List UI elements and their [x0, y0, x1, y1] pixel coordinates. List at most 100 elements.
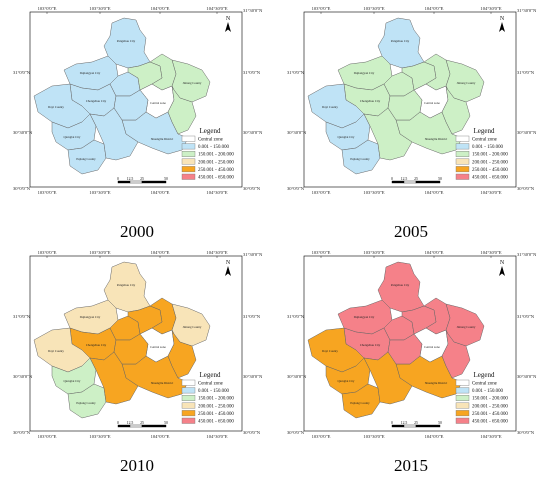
legend-swatch [181, 394, 196, 401]
legend-swatch [181, 158, 196, 165]
district-label-chongzhou: Chongzhou City [86, 99, 107, 103]
coordinate-ticks: 103°0'0"E 103°30'0"E 104°0'0"E 104°30'0"E 10… [287, 250, 537, 439]
district-xinjin [363, 351, 413, 405]
legend-swatch [455, 158, 470, 165]
legend-label: Central zone [472, 138, 497, 143]
bottom-tick-label: 103°30'0"E [89, 434, 110, 439]
top-tick-label: 103°30'0"E [363, 6, 384, 11]
legend-label: 200.001 - 250.000 [472, 404, 508, 409]
legend: Legend Central zone 0.001 - 150.000 150.001… [181, 371, 234, 425]
bottom-tick-label: 104°30'0"E [480, 434, 501, 439]
legend-label: 0.001 - 150.000 [198, 389, 230, 394]
district-label-dayi: Dayi County [48, 349, 64, 353]
district-label-jintang: Jintang County [457, 325, 476, 329]
north-arrow-icon: N [499, 16, 505, 32]
legend-label: 0.001 - 150.000 [472, 389, 504, 394]
map-svg: 103°0'0"E 103°30'0"E 104°0'0"E 104°30'0"E 10… [287, 6, 537, 195]
bottom-tick-label: 103°30'0"E [89, 190, 110, 195]
legend-title: Legend [474, 371, 495, 379]
north-label: N [500, 16, 505, 22]
scale-label: 50 [164, 177, 168, 181]
legend-swatch [181, 387, 196, 394]
legend-swatch [455, 387, 470, 394]
left-tick-label: 31°0'0"N [13, 314, 31, 319]
district-longquanyi [441, 329, 471, 379]
bottom-tick-label: 103°0'0"E [312, 190, 331, 195]
left-tick-label: 30°30'0"N [287, 374, 307, 379]
district-label-central: Central zone [424, 345, 440, 349]
district-label-shuangliu: Shuangliu District [425, 137, 448, 141]
right-tick-label: 31°30'0"N [243, 8, 263, 13]
district-labels: Pengzhou City Dujiangyan City Chongzhou Ci… [48, 283, 202, 405]
scale-bar: 0 12.5 25 50 [391, 177, 442, 184]
legend-label: Central zone [198, 382, 223, 387]
district-label-dujiangyan: Dujiangyan City [80, 71, 101, 75]
bottom-tick-label: 104°30'0"E [480, 190, 501, 195]
district-label-jintang: Jintang County [183, 325, 202, 329]
left-tick-label: 30°30'0"N [13, 130, 33, 135]
legend-swatch [455, 394, 470, 401]
bottom-tick-label: 104°0'0"E [151, 190, 170, 195]
top-tick-label: 104°30'0"E [480, 6, 501, 11]
district-label-jintang: Jintang County [183, 81, 202, 85]
district-longquanyi [167, 329, 197, 379]
left-tick-label: 30°0'0"N [287, 430, 305, 435]
legend-label: 250.001 - 450.000 [472, 412, 508, 417]
legend-swatch [181, 135, 196, 142]
bottom-tick-label: 104°30'0"E [206, 434, 227, 439]
legend-label: 200.001 - 250.000 [198, 404, 234, 409]
legend-swatch [455, 379, 470, 386]
legend-label: 250.001 - 450.000 [472, 168, 508, 173]
left-tick-label: 31°0'0"N [287, 314, 305, 319]
legend-swatch [455, 173, 470, 180]
legend-label: Central zone [198, 138, 223, 143]
scale-label: 12.5 [127, 177, 134, 181]
bottom-tick-label: 103°0'0"E [312, 434, 331, 439]
district-label-central: Central zone [150, 345, 166, 349]
map-svg: 103°0'0"E 103°30'0"E 104°0'0"E 104°30'0"E 10… [287, 250, 537, 439]
top-tick-label: 103°0'0"E [38, 6, 57, 11]
legend-swatch [181, 402, 196, 409]
scale-bar: 0 12.5 25 50 [391, 421, 442, 428]
year-label: 2010 [120, 456, 154, 475]
district-label-pengzhou: Pengzhou City [117, 283, 136, 287]
coordinate-ticks: 103°0'0"E 103°30'0"E 104°0'0"E 104°30'0"E 10… [13, 250, 263, 439]
legend-swatch [181, 150, 196, 157]
district-labels: Pengzhou City Dujiangyan City Chongzhou Ci… [322, 39, 476, 161]
district-label-dayi: Dayi County [322, 105, 338, 109]
district-label-pujiang: Pujiang County [350, 157, 370, 161]
district-label-chongzhou: Chongzhou City [360, 99, 381, 103]
legend-title: Legend [200, 127, 221, 135]
scale-label: 25 [414, 421, 418, 425]
top-tick-label: 104°0'0"E [425, 6, 444, 11]
legend-title: Legend [474, 127, 495, 135]
district-label-jintang: Jintang County [457, 81, 476, 85]
legend: Legend Central zone 0.001 - 150.000 150.001… [455, 371, 508, 425]
left-tick-label: 31°0'0"N [287, 70, 305, 75]
scale-label: 50 [164, 421, 168, 425]
legend-title: Legend [200, 371, 221, 379]
legend-swatch [181, 410, 196, 417]
district-label-shuangliu: Shuangliu District [151, 137, 174, 141]
district-layer [307, 17, 485, 175]
scale-label: 25 [140, 421, 144, 425]
legend: Legend Central zone 0.001 - 150.000 150.001… [181, 127, 234, 181]
bottom-tick-label: 104°0'0"E [425, 190, 444, 195]
right-tick-label: 30°0'0"N [517, 186, 535, 191]
district-label-qionglai: Qionglai City [338, 135, 355, 139]
scale-bar: 0 12.5 25 50 [117, 421, 168, 428]
district-label-dujiangyan: Dujiangyan City [354, 315, 375, 319]
district-label-pengzhou: Pengzhou City [391, 39, 410, 43]
district-labels: Pengzhou City Dujiangyan City Chongzhou Ci… [48, 39, 202, 161]
top-tick-label: 104°0'0"E [151, 250, 170, 255]
north-arrow-icon: N [499, 260, 505, 276]
top-tick-label: 104°30'0"E [206, 6, 227, 11]
bottom-tick-label: 104°0'0"E [425, 434, 444, 439]
district-longquanyi [441, 85, 471, 135]
legend-label: 150.001 - 200.000 [198, 153, 234, 158]
legend-label: 150.001 - 200.000 [198, 397, 234, 402]
district-qingbaijiang [401, 61, 437, 91]
top-tick-label: 103°0'0"E [312, 6, 331, 11]
scale-label: 12.5 [401, 421, 408, 425]
district-label-shuangliu: Shuangliu District [151, 381, 174, 385]
